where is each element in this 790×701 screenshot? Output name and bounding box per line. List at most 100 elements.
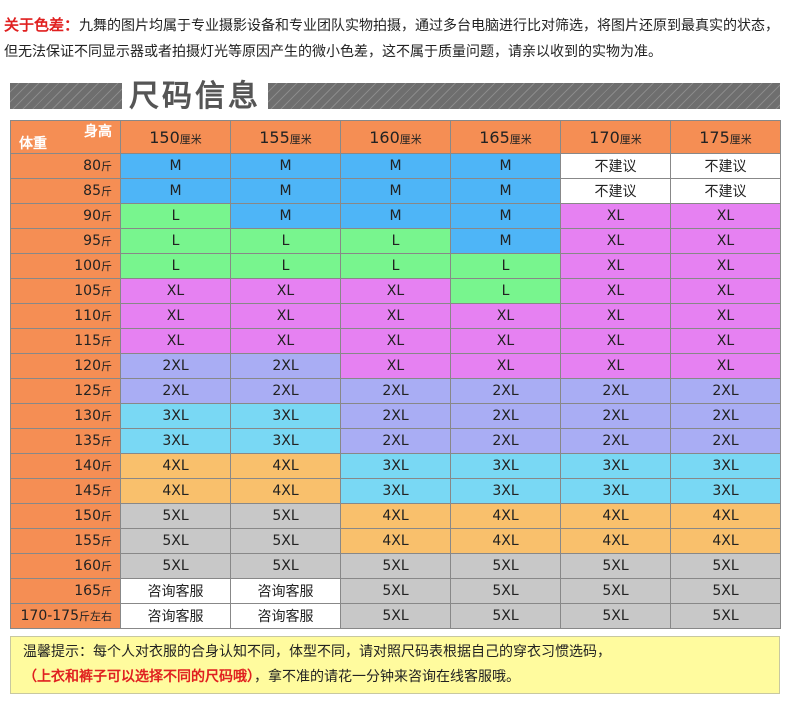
size-cell: M bbox=[340, 203, 451, 229]
weight-cell: 130斤 bbox=[10, 403, 121, 429]
size-cell: 2XL bbox=[120, 353, 231, 379]
height-header-175: 175厘米 bbox=[670, 120, 781, 154]
weight-unit: 斤 bbox=[101, 260, 112, 273]
weight-cell: 155斤 bbox=[10, 528, 121, 554]
size-cell: 3XL bbox=[120, 428, 231, 454]
weight-value: 130 bbox=[74, 408, 101, 424]
size-cell: M bbox=[450, 153, 561, 179]
weight-unit: 斤 bbox=[101, 410, 112, 423]
weight-cell: 135斤 bbox=[10, 428, 121, 454]
size-cell: 3XL bbox=[670, 453, 781, 479]
size-cell: 4XL bbox=[120, 453, 231, 479]
weight-value: 115 bbox=[74, 333, 101, 349]
size-cell: 5XL bbox=[450, 578, 561, 604]
table-row: 150斤 5XL 5XL 4XL 4XL 4XL 4XL bbox=[10, 503, 781, 529]
height-header-160: 160厘米 bbox=[340, 120, 451, 154]
weight-cell: 120斤 bbox=[10, 353, 121, 379]
size-cell: 2XL bbox=[560, 378, 671, 404]
size-cell: 2XL bbox=[230, 378, 341, 404]
size-cell: 咨询客服 bbox=[120, 578, 231, 604]
size-cell: 3XL bbox=[450, 453, 561, 479]
weight-unit: 斤 bbox=[101, 335, 112, 348]
table-row: 80斤 M M M M 不建议 不建议 bbox=[10, 153, 781, 179]
height-header-row: 身高 体重 150厘米 155厘米 160厘米 165厘米 170厘米 175厘米 bbox=[10, 120, 781, 154]
size-cell: 咨询客服 bbox=[120, 603, 231, 629]
title-stripe-left bbox=[10, 83, 122, 109]
size-cell: 3XL bbox=[120, 403, 231, 429]
size-cell: XL bbox=[670, 303, 781, 329]
weight-unit: 斤 bbox=[101, 460, 112, 473]
table-row: 115斤 XL XL XL XL XL XL bbox=[10, 328, 781, 354]
height-unit: 厘米 bbox=[619, 132, 642, 146]
height-unit: 厘米 bbox=[289, 132, 312, 146]
size-cell: XL bbox=[120, 303, 231, 329]
size-cell: 5XL bbox=[670, 578, 781, 604]
corner-height-label: 身高 bbox=[84, 124, 112, 140]
weight-cell: 90斤 bbox=[10, 203, 121, 229]
size-cell: 3XL bbox=[560, 478, 671, 504]
height-value: 160 bbox=[369, 127, 400, 147]
fitting-tip: 温馨提示：每个人对衣服的合身认知不同，体型不同，请对照尺码表根据自己的穿衣习惯选… bbox=[10, 636, 780, 694]
size-cell: 2XL bbox=[670, 403, 781, 429]
size-cell: 2XL bbox=[450, 403, 561, 429]
size-cell: XL bbox=[670, 353, 781, 379]
table-row: 160斤 5XL 5XL 5XL 5XL 5XL 5XL bbox=[10, 553, 781, 579]
size-cell: 2XL bbox=[560, 428, 671, 454]
weight-cell: 145斤 bbox=[10, 478, 121, 504]
size-cell: 4XL bbox=[670, 528, 781, 554]
weight-value: 160 bbox=[74, 558, 101, 574]
size-cell: L bbox=[120, 228, 231, 254]
size-cell: XL bbox=[120, 278, 231, 304]
size-cell: 2XL bbox=[560, 403, 671, 429]
weight-cell: 150斤 bbox=[10, 503, 121, 529]
weight-unit: 斤 bbox=[101, 185, 112, 198]
tip-line-2-rest: ，拿不准的请花一分钟来咨询在线客服哦。 bbox=[254, 669, 520, 685]
weight-cell: 115斤 bbox=[10, 328, 121, 354]
color-difference-notice: 关于色差：九舞的图片均属于专业摄影设备和专业团队实物拍摄，通过多台电脑进行比对筛… bbox=[0, 12, 790, 65]
size-cell: XL bbox=[450, 303, 561, 329]
weight-value: 85 bbox=[83, 183, 101, 199]
size-cell: 5XL bbox=[230, 503, 341, 529]
size-cell: 4XL bbox=[560, 528, 671, 554]
size-cell: 2XL bbox=[340, 403, 451, 429]
size-cell: L bbox=[340, 253, 451, 279]
weight-unit: 斤 bbox=[101, 510, 112, 523]
weight-unit: 斤 bbox=[101, 585, 112, 598]
size-cell: M bbox=[230, 203, 341, 229]
size-cell: XL bbox=[560, 253, 671, 279]
size-cell: 不建议 bbox=[670, 178, 781, 204]
height-unit: 厘米 bbox=[729, 132, 752, 146]
size-cell: 5XL bbox=[450, 553, 561, 579]
height-value: 150 bbox=[149, 127, 180, 147]
weight-cell: 140斤 bbox=[10, 453, 121, 479]
size-cell: 不建议 bbox=[670, 153, 781, 179]
size-cell: 5XL bbox=[560, 553, 671, 579]
size-cell: 5XL bbox=[560, 603, 671, 629]
size-cell: M bbox=[230, 153, 341, 179]
size-cell: L bbox=[450, 253, 561, 279]
notice-text: 九舞的图片均属于专业摄影设备和专业团队实物拍摄，通过多台电脑进行比对筛选，将图片… bbox=[4, 18, 780, 60]
size-cell: 4XL bbox=[450, 528, 561, 554]
weight-value: 110 bbox=[74, 308, 101, 324]
size-cell: XL bbox=[450, 353, 561, 379]
size-cell: 4XL bbox=[120, 478, 231, 504]
size-cell: 2XL bbox=[340, 428, 451, 454]
height-unit: 厘米 bbox=[509, 132, 532, 146]
size-cell: 5XL bbox=[670, 603, 781, 629]
height-value: 175 bbox=[699, 127, 730, 147]
weight-cell: 125斤 bbox=[10, 378, 121, 404]
weight-value: 155 bbox=[74, 533, 101, 549]
weight-unit: 斤 bbox=[101, 535, 112, 548]
table-row: 90斤 L M M M XL XL bbox=[10, 203, 781, 229]
table-row: 170-175斤左右 咨询客服 咨询客服 5XL 5XL 5XL 5XL bbox=[10, 603, 781, 629]
weight-unit: 斤 bbox=[101, 435, 112, 448]
size-cell: L bbox=[450, 278, 561, 304]
weight-unit: 斤 bbox=[101, 285, 112, 298]
table-row: 85斤 M M M M 不建议 不建议 bbox=[10, 178, 781, 204]
size-cell: XL bbox=[670, 328, 781, 354]
height-header-170: 170厘米 bbox=[560, 120, 671, 154]
size-cell: 5XL bbox=[340, 603, 451, 629]
size-cell: 4XL bbox=[450, 503, 561, 529]
size-cell: 咨询客服 bbox=[230, 603, 341, 629]
weight-unit: 斤 bbox=[101, 160, 112, 173]
